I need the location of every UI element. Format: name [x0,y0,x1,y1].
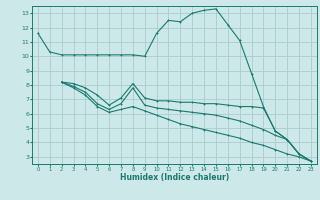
X-axis label: Humidex (Indice chaleur): Humidex (Indice chaleur) [120,173,229,182]
